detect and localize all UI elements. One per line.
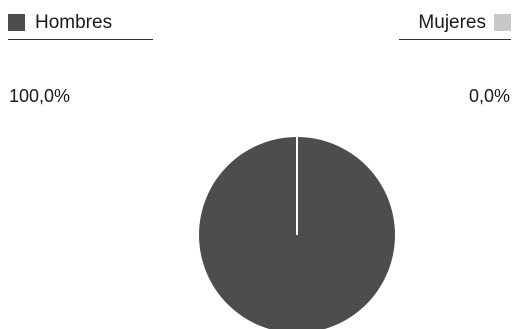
legend-label-mujeres: Mujeres	[418, 11, 486, 33]
legend-hombres: Hombres	[8, 10, 153, 40]
legend-mujeres: Mujeres	[399, 10, 511, 40]
legend-swatch-mujeres	[494, 14, 511, 31]
legend-swatch-hombres	[8, 14, 25, 31]
percent-label-mujeres: 0,0%	[468, 86, 510, 106]
percent-label-hombres: 100,0%	[9, 86, 71, 106]
legend-label-hombres: Hombres	[35, 11, 113, 33]
